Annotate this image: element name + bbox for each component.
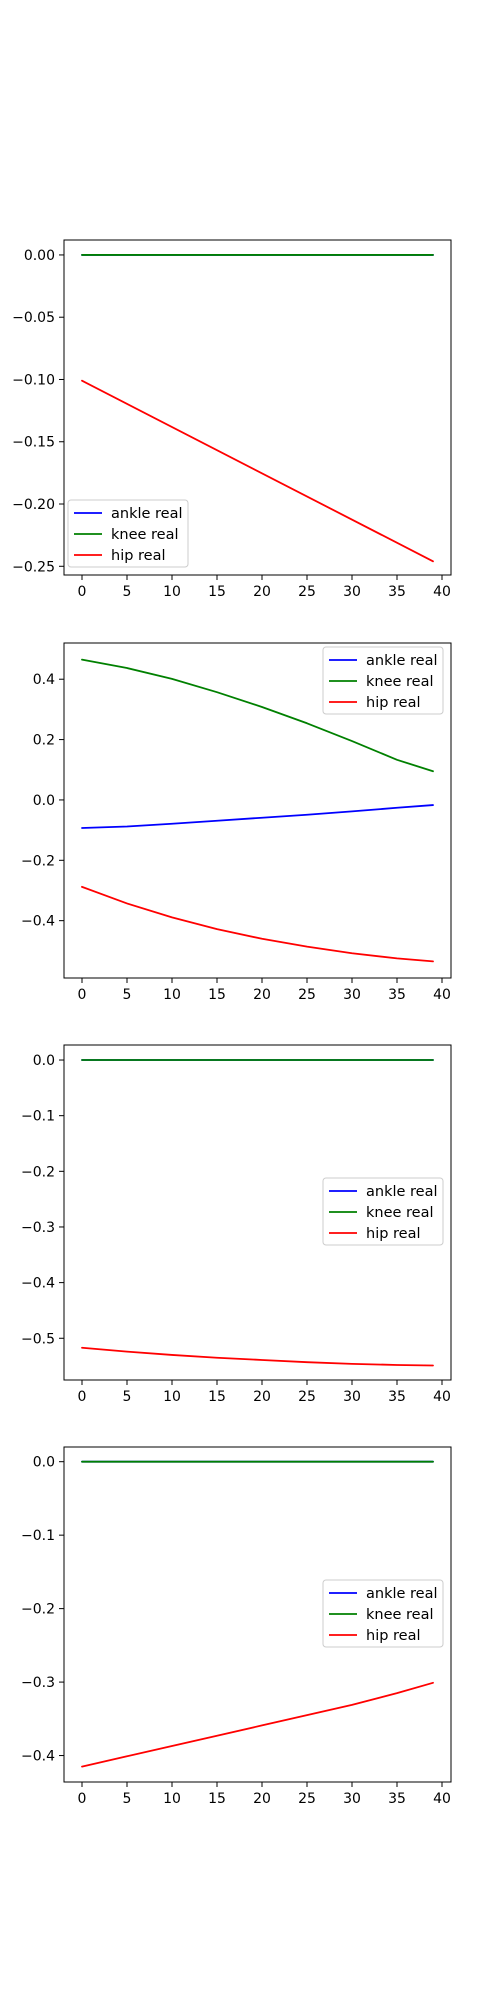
x-tick-label: 35 bbox=[388, 1389, 406, 1405]
legend-label: hip real bbox=[366, 1226, 421, 1242]
y-tick-label: −0.5 bbox=[21, 1331, 55, 1347]
legend-box bbox=[322, 1177, 444, 1246]
x-tick-label: 0 bbox=[78, 1389, 87, 1405]
y-tick-label: 0.0 bbox=[33, 793, 55, 809]
axes-frame bbox=[63, 1044, 452, 1381]
legend-box bbox=[322, 646, 444, 715]
legend: ankle real knee real hip real bbox=[322, 1177, 444, 1246]
legend-label: ankle real bbox=[366, 1184, 438, 1200]
x-tick-label: 35 bbox=[388, 1791, 406, 1807]
series-line-hip-real bbox=[81, 1681, 434, 1768]
x-tick-label: 5 bbox=[123, 987, 132, 1003]
chart-2: 0 5 10 15 20 25 30 35 40 0.4 0.2 0.0 −0.2 −0.4 ankle r… bbox=[21, 642, 452, 1003]
series-group bbox=[81, 254, 434, 563]
legend-box bbox=[322, 1579, 444, 1648]
series-group bbox=[81, 1059, 434, 1367]
series-group bbox=[81, 658, 434, 963]
x-tick-label: 35 bbox=[388, 584, 406, 600]
x-tick-label: 30 bbox=[343, 987, 361, 1003]
chart-3: 0 5 10 15 20 25 30 35 40 0.0 −0.1 −0.2 −0.3 −0.4 −0.5 a… bbox=[21, 1044, 452, 1405]
y-tick-label: −0.2 bbox=[21, 1602, 55, 1618]
y-tick-label: −0.4 bbox=[21, 1276, 55, 1292]
chart-4: 0 5 10 15 20 25 30 35 40 0.0 −0.1 −0.2 −0.3 −0.4 ankle… bbox=[21, 1446, 452, 1807]
y-tick-label: −0.4 bbox=[21, 914, 55, 930]
legend: ankle real knee real hip real bbox=[322, 1579, 444, 1648]
axes-frame bbox=[63, 642, 452, 979]
y-tick-label: −0.2 bbox=[21, 853, 55, 869]
legend-label: knee real bbox=[366, 1205, 434, 1221]
x-tick-label: 30 bbox=[343, 584, 361, 600]
x-tick-label: 20 bbox=[253, 584, 271, 600]
y-tick-label: −0.10 bbox=[12, 372, 55, 388]
y-tick-label: 0.00 bbox=[24, 248, 55, 264]
x-tick-label: 15 bbox=[208, 1389, 226, 1405]
x-tick-label: 40 bbox=[433, 987, 451, 1003]
legend: ankle real knee real hip real bbox=[67, 499, 189, 568]
axes-frame bbox=[63, 1446, 452, 1783]
x-tick-label: 20 bbox=[253, 987, 271, 1003]
y-tick-label: −0.15 bbox=[12, 435, 55, 451]
legend-label: hip real bbox=[366, 1628, 421, 1644]
series-line-knee-real bbox=[81, 658, 434, 773]
x-tick-label: 30 bbox=[343, 1389, 361, 1405]
x-tick-label: 10 bbox=[163, 987, 181, 1003]
y-tick-label: −0.4 bbox=[21, 1749, 55, 1765]
legend: ankle real knee real hip real bbox=[322, 646, 444, 715]
series-line-hip-real bbox=[81, 1346, 434, 1367]
x-tick-label: 20 bbox=[253, 1791, 271, 1807]
y-tick-label: −0.3 bbox=[21, 1675, 55, 1691]
series-line-hip-real bbox=[81, 885, 434, 963]
y-tick-label: 0.2 bbox=[33, 733, 55, 749]
legend-label: ankle real bbox=[111, 506, 183, 522]
legend-label: ankle real bbox=[366, 1586, 438, 1602]
y-tick-label: −0.3 bbox=[21, 1220, 55, 1236]
y-tick-label: −0.05 bbox=[12, 310, 55, 326]
legend-label: knee real bbox=[111, 527, 179, 543]
series-line-ankle-real bbox=[81, 804, 434, 829]
y-tick-label: 0.4 bbox=[33, 672, 55, 688]
x-tick-label: 25 bbox=[298, 987, 316, 1003]
legend-label: ankle real bbox=[366, 653, 438, 669]
x-tick-label: 40 bbox=[433, 584, 451, 600]
legend-box bbox=[67, 499, 189, 568]
x-tick-label: 0 bbox=[78, 987, 87, 1003]
x-tick-label: 40 bbox=[433, 1389, 451, 1405]
legend-label: hip real bbox=[111, 548, 166, 564]
y-tick-label: −0.1 bbox=[21, 1528, 55, 1544]
y-tick-label: 0.0 bbox=[33, 1455, 55, 1471]
x-tick-label: 5 bbox=[123, 1791, 132, 1807]
x-tick-label: 30 bbox=[343, 1791, 361, 1807]
legend-label: hip real bbox=[366, 695, 421, 711]
x-tick-label: 10 bbox=[163, 1791, 181, 1807]
x-tick-label: 25 bbox=[298, 584, 316, 600]
series-line-hip-real bbox=[81, 379, 434, 563]
y-tick-label: −0.1 bbox=[21, 1109, 55, 1125]
x-tick-label: 25 bbox=[298, 1791, 316, 1807]
y-tick-label: −0.20 bbox=[12, 497, 55, 513]
chart-1: 0 5 10 15 20 25 30 35 40 0.00 −0.05 −0.10 −0.15 −0.20… bbox=[12, 239, 452, 600]
axes-frame bbox=[63, 239, 452, 576]
x-tick-label: 25 bbox=[298, 1389, 316, 1405]
legend-label: knee real bbox=[366, 1607, 434, 1623]
x-tick-label: 0 bbox=[78, 1791, 87, 1807]
x-tick-label: 40 bbox=[433, 1791, 451, 1807]
y-tick-label: −0.25 bbox=[12, 559, 55, 575]
x-tick-label: 5 bbox=[123, 1389, 132, 1405]
legend-label: knee real bbox=[366, 674, 434, 690]
x-tick-label: 15 bbox=[208, 584, 226, 600]
x-tick-label: 0 bbox=[78, 584, 87, 600]
x-tick-label: 10 bbox=[163, 584, 181, 600]
x-tick-label: 35 bbox=[388, 987, 406, 1003]
y-tick-label: 0.0 bbox=[33, 1053, 55, 1069]
x-tick-label: 15 bbox=[208, 1791, 226, 1807]
x-tick-label: 15 bbox=[208, 987, 226, 1003]
x-tick-label: 20 bbox=[253, 1389, 271, 1405]
x-tick-label: 5 bbox=[123, 584, 132, 600]
series-group bbox=[81, 1460, 434, 1768]
y-tick-label: −0.2 bbox=[21, 1164, 55, 1180]
x-tick-label: 10 bbox=[163, 1389, 181, 1405]
